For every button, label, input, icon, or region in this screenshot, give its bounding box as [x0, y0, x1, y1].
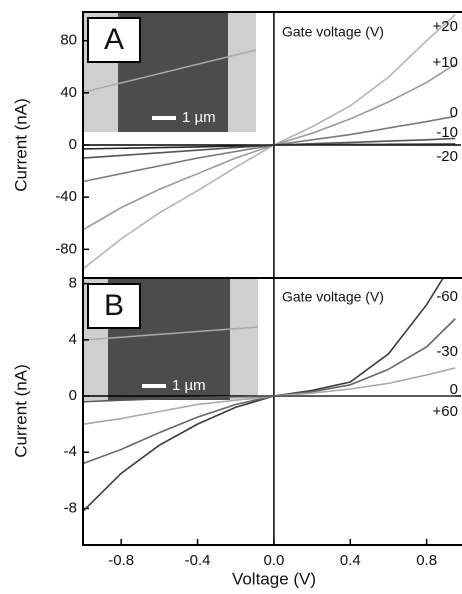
- series-label: +20: [433, 18, 458, 35]
- series-label: +60: [433, 403, 458, 420]
- series-label: -20: [436, 148, 458, 165]
- x-axis-label: Voltage (V): [232, 569, 316, 588]
- y-tick-label: 80: [60, 32, 77, 49]
- x-tick-label: 0.8: [416, 552, 437, 569]
- x-tick-label: 0.4: [340, 552, 361, 569]
- series-label: 0: [450, 381, 458, 398]
- x-tick-label: -0.8: [108, 552, 134, 569]
- y-tick-label: 0: [69, 387, 77, 404]
- x-tick-label: 0.0: [263, 552, 284, 569]
- annotation: Gate voltage (V): [282, 24, 384, 40]
- y-tick-label: 40: [60, 84, 77, 101]
- series-label: 0: [450, 104, 458, 121]
- y-tick-label: -8: [64, 499, 77, 516]
- annotation: Gate voltage (V): [282, 289, 384, 305]
- y-tick-label: 4: [69, 331, 77, 348]
- y-tick-label: 0: [69, 136, 77, 153]
- scale-label: 1 µm: [172, 377, 206, 394]
- series-label: -30: [436, 343, 458, 360]
- y-axis-label: Current (nA): [11, 364, 30, 458]
- panel-label: A: [104, 23, 124, 56]
- inset-b: B 1 µm: [83, 279, 259, 400]
- plot-area: [83, 278, 456, 512]
- y-tick-label: -4: [64, 443, 77, 460]
- plot-area: [83, 14, 456, 270]
- y-tick-label: 8: [69, 275, 77, 292]
- plot-frame: [82, 277, 462, 546]
- inset-a: A 1 µm: [83, 13, 257, 132]
- y-tick-label: -80: [55, 240, 77, 257]
- x-tick-label: -0.4: [185, 552, 211, 569]
- y-tick-label: -40: [55, 188, 77, 205]
- series-label: -60: [436, 288, 458, 305]
- series-label: +10: [433, 54, 458, 71]
- y-axis-label: Current (nA): [11, 98, 30, 192]
- series-label: -10: [436, 124, 458, 141]
- scale-label: 1 µm: [182, 109, 216, 126]
- panel-label: B: [104, 289, 124, 322]
- series-line: [83, 143, 456, 150]
- series-line: [83, 395, 456, 403]
